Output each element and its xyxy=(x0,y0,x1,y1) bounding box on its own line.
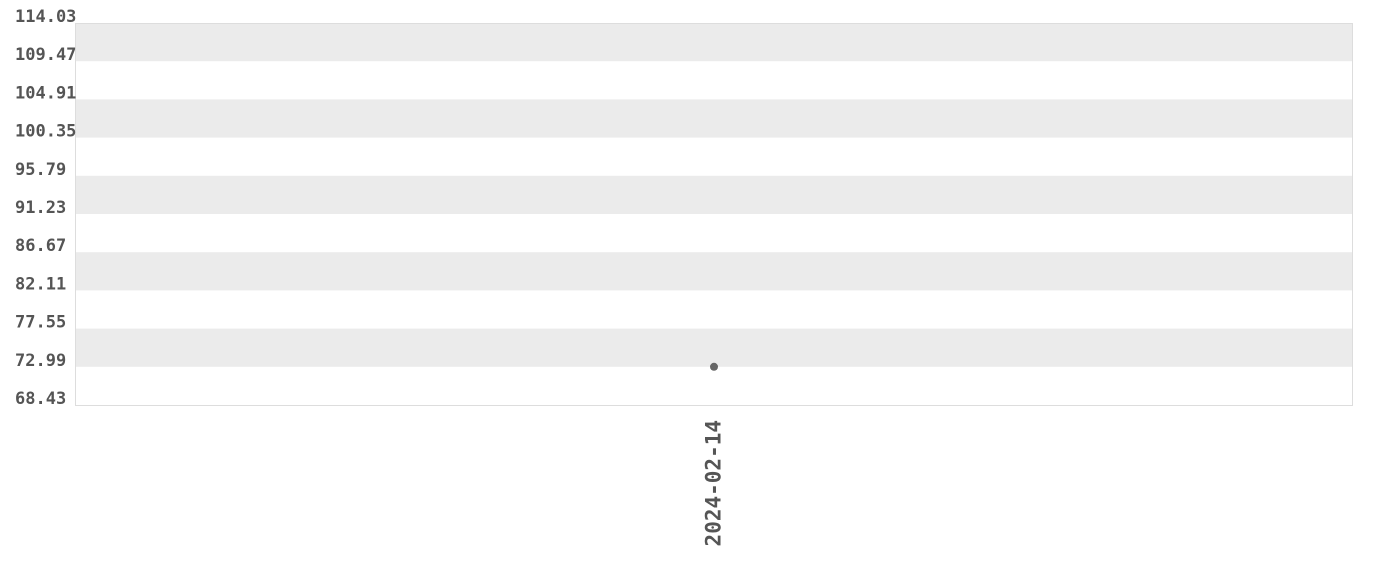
grid-band xyxy=(75,175,1352,214)
y-tick-label: 100.35 xyxy=(15,122,76,142)
grid-band xyxy=(75,99,1352,138)
y-tick-label: 114.03 xyxy=(15,7,76,27)
y-tick-label: 72.99 xyxy=(15,351,66,371)
grid-band xyxy=(75,23,1352,62)
grid-bands xyxy=(75,23,1352,367)
grid-band xyxy=(75,252,1352,291)
y-tick-label: 109.47 xyxy=(15,45,76,65)
y-tick-label: 86.67 xyxy=(15,236,66,256)
y-tick-label: 95.79 xyxy=(15,160,66,180)
y-tick-label: 104.91 xyxy=(15,83,76,103)
grid-band xyxy=(75,328,1352,367)
x-tick-label: 2024-02-14 xyxy=(702,420,726,546)
series-points xyxy=(710,362,718,371)
y-tick-label: 91.23 xyxy=(15,198,66,218)
plot-area-border xyxy=(75,23,1353,406)
x-axis: 2024-02-14 xyxy=(702,420,726,546)
y-tick-label: 77.55 xyxy=(15,313,66,333)
data-point[interactable] xyxy=(710,362,718,371)
y-axis: 68.43 72.99 77.55 82.11 86.67 91.23 95.79 100.3… xyxy=(15,7,76,409)
y-tick-label: 82.11 xyxy=(15,274,66,294)
y-tick-label: 68.43 xyxy=(15,389,66,409)
